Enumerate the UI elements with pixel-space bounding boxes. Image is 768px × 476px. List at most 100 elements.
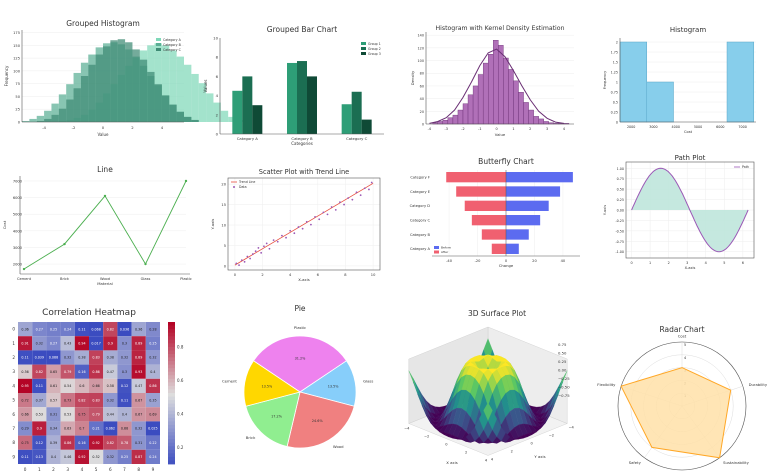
x-tick-label: 6000 <box>716 125 724 129</box>
y-tick-label: 0 <box>616 121 618 125</box>
heatmap-value: 0.89 <box>135 342 142 346</box>
heatmap-value: 0.039 <box>35 356 44 360</box>
x-tick-label: 4 <box>161 125 164 130</box>
heatmap-cell <box>117 449 132 464</box>
x-tick-label: 40 <box>561 259 566 263</box>
butterfly-chart: Butterfly Chart Category F Category E Categ… <box>410 157 580 268</box>
y-tick-label: 10 <box>213 36 218 41</box>
y-tick-label: Category A <box>410 247 431 251</box>
heatmap-value: 0.95 <box>21 384 28 388</box>
legend-label: Trend Line <box>238 180 255 184</box>
y-tick-label: 3000 <box>13 246 23 250</box>
heatmap-value: 0.017 <box>91 342 100 346</box>
bar <box>351 91 362 134</box>
heatmap-value: 0.29 <box>21 427 28 431</box>
heatmap-value: 0.3 <box>122 342 127 346</box>
y-tick-label: 1.00 <box>617 167 624 171</box>
heatmap-cell <box>74 435 89 450</box>
histogram-bar <box>447 117 454 125</box>
grouped-bar-panel: Grouped Bar Chart 0 2 4 6 8 10 Category A Catego… <box>200 18 392 158</box>
heatmap-value: 0.036 <box>120 327 129 331</box>
histogram-bar <box>22 120 30 122</box>
grouped-bar-chart: Grouped Bar Chart 0 2 4 6 8 10 Category A Catego… <box>203 25 384 146</box>
heatmap-cell <box>103 322 118 337</box>
heatmap-value: 0.37 <box>36 398 43 402</box>
data-point <box>184 179 188 183</box>
y-tick-label: -0.75 <box>615 240 624 244</box>
x-tick-label: Brick <box>60 277 70 281</box>
radar-tick-label: 4 <box>684 356 686 360</box>
bar-after <box>471 215 506 226</box>
heatmap-value: 0.11 <box>121 398 128 402</box>
x-tick-label: 5000 <box>694 125 702 129</box>
histogram-bar <box>161 95 170 122</box>
scatter-point <box>243 260 246 263</box>
x-tick-label: 3 <box>546 127 548 131</box>
legend-label: Path <box>742 165 749 169</box>
x-tick-label: 2 <box>131 125 134 130</box>
scatter-point <box>276 240 279 243</box>
heatmap-value: 0.86 <box>149 384 156 388</box>
heatmap-cell <box>18 364 33 379</box>
histogram-bar <box>493 40 499 125</box>
histogram-bar <box>462 103 469 125</box>
x-tick-label: 4 <box>705 261 707 265</box>
heatmap-value: 0.34 <box>50 427 57 431</box>
histogram-bar <box>80 76 89 122</box>
colorbar-segment <box>168 428 175 433</box>
series-line <box>23 180 187 270</box>
heatmap-cell <box>103 421 118 436</box>
y-tick-label: 7000 <box>13 179 23 183</box>
pie-pct-label: 13.5% <box>261 385 273 389</box>
histogram-bar <box>442 119 449 125</box>
colorbar-segment <box>168 332 175 337</box>
legend-swatch <box>434 246 439 249</box>
y-axis-label: Frequency <box>603 70 607 89</box>
legend-swatch <box>233 186 235 188</box>
x-tick-label: 2000 <box>627 125 635 129</box>
heatmap-value: 0.12 <box>121 384 128 388</box>
bar <box>361 119 372 134</box>
heatmap-value: 0.36 <box>21 327 28 331</box>
y-tick-label: 0 <box>12 327 15 332</box>
scatter-point <box>235 262 238 265</box>
heatmap-cell <box>145 350 160 365</box>
trend-line <box>234 182 374 266</box>
histogram-bar <box>206 93 214 122</box>
heatmap-value: 0.7 <box>79 427 84 431</box>
x-tick-label: Wood <box>100 277 110 281</box>
heatmap-value: 0.4 <box>51 455 56 459</box>
x-axis-label: X-axis <box>298 277 309 282</box>
colorbar-segment <box>168 364 175 369</box>
x-tick-label: Cement <box>17 277 32 281</box>
heatmap-value: 0.9 <box>37 427 42 431</box>
x-tick-label: 0 <box>505 259 508 263</box>
heatmap-value: 0.43 <box>64 342 71 346</box>
heatmap-cell <box>131 378 146 393</box>
z-tick-label: 0.00 <box>558 368 567 373</box>
x-tick-label: 4 <box>485 459 488 463</box>
bar-after <box>491 243 506 254</box>
y-tick-label: 5 <box>12 398 15 403</box>
heatmap-cell <box>74 393 89 408</box>
heatmap-cell <box>131 322 146 337</box>
heatmap-cell <box>145 322 160 337</box>
histogram-bar <box>220 110 229 122</box>
heatmap-cell <box>145 449 160 464</box>
x-tick-label: Category B <box>291 136 313 141</box>
bar-after <box>456 186 506 197</box>
legend-swatch <box>361 52 366 55</box>
heatmap-cell <box>117 435 132 450</box>
surface-3d-panel: 3D Surface Plot 0.75 0.50 0.25 0.00 −0.25 −0.5… <box>404 309 586 472</box>
z-tick-label: 0.50 <box>558 351 567 356</box>
heatmap-cell <box>32 449 47 464</box>
heatmap-cell <box>60 421 75 436</box>
y-tick-label: 0.25 <box>617 198 624 202</box>
x-tick-label: 2 <box>261 273 263 277</box>
y-tick-label: -0.50 <box>615 229 624 233</box>
colorbar-segment <box>168 336 175 341</box>
x-tick-label: 1 <box>512 127 514 131</box>
heatmap-cell <box>131 393 146 408</box>
legend-label: Category A <box>163 38 182 42</box>
